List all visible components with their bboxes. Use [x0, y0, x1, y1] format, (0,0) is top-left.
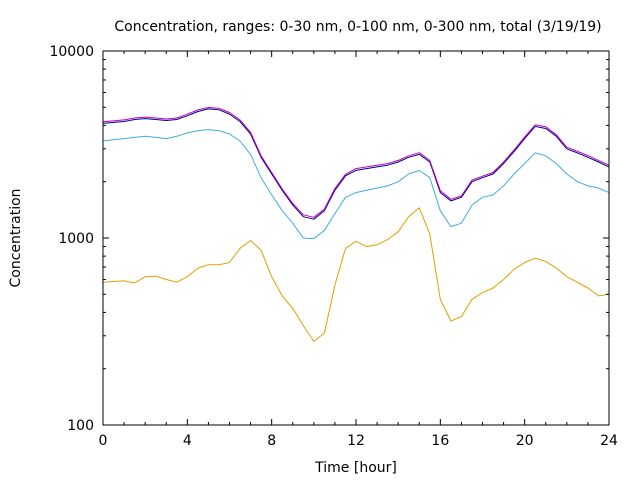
x-axis-label: Time [hour]	[314, 460, 397, 476]
y-tick-label: 100	[67, 418, 94, 434]
x-tick-label: 0	[99, 433, 108, 449]
series-layer	[102, 107, 610, 342]
y-axis-label: Concentration	[8, 188, 24, 287]
x-tick-label: 20	[516, 433, 534, 449]
x-tick-label: 24	[600, 433, 618, 449]
x-tick-label: 16	[431, 433, 449, 449]
x-tick-label: 8	[267, 433, 276, 449]
series-line-3	[102, 108, 610, 220]
x-tick-label: 12	[347, 433, 365, 449]
y-tick-label: 1000	[58, 231, 94, 247]
series-line-4	[102, 107, 610, 218]
y-tick-label: 10000	[49, 44, 94, 60]
axis-ticks: 0 4 8 12 16 20 24 100 1000 10000	[49, 44, 618, 449]
series-line-2	[102, 129, 610, 240]
x-tick-label: 4	[183, 433, 192, 449]
plot-frame	[102, 50, 610, 426]
chart-title: Concentration, ranges: 0-30 nm, 0-100 nm…	[114, 19, 601, 35]
series-line-1	[102, 207, 610, 342]
